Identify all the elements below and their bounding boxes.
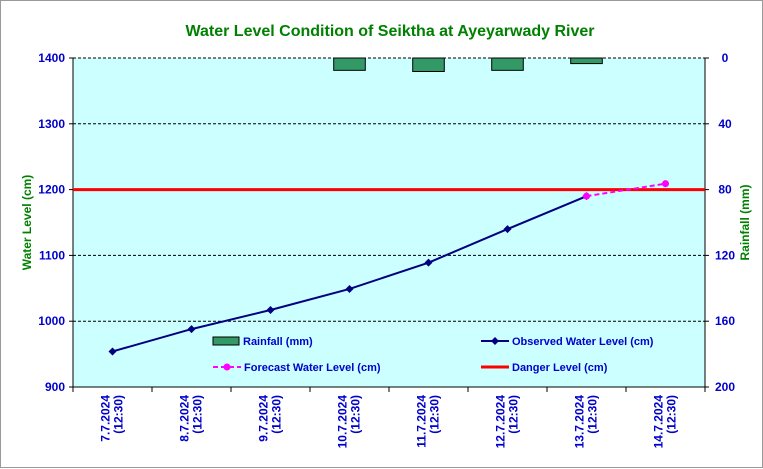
rainfall-bar — [570, 57, 603, 65]
y2-tick-label: 120 — [715, 248, 735, 262]
y2-tick-label: 80 — [718, 183, 732, 197]
legend: Rainfall (mm) Observed Water Level (cm) Fo… — [212, 336, 654, 374]
y2-axis-title-text: Rainfall (mm) — [738, 184, 752, 260]
x-tick-time: (12:30) — [586, 395, 600, 434]
x-tick-date: 9.7.2024 — [257, 395, 271, 442]
rainfall-bar — [491, 57, 524, 71]
x-tick-date: 12.7.2024 — [494, 395, 508, 449]
x-tick-date: 7.7.2024 — [99, 395, 113, 442]
y2-tick-label: 200 — [715, 380, 735, 394]
legend-marker-observed — [491, 337, 499, 345]
y2-axis-title: Rainfall (mm) — [738, 184, 752, 260]
x-tick-label: 11.7.2024 (12:30) — [415, 395, 442, 448]
observed-point — [108, 347, 117, 356]
legend-swatch-rainfall — [212, 336, 240, 346]
observed-point — [424, 258, 433, 267]
x-tick-time: (12:30) — [191, 395, 205, 434]
forecast-water-level-line — [586, 182, 666, 198]
x-tick-label: 10.7.2024 (12:30) — [336, 395, 363, 449]
x-tick-label: 12.7.2024 (12:30) — [494, 395, 521, 449]
y-axis-title-text: Water Level (cm) — [20, 175, 34, 271]
y2-tick-label: 160 — [715, 314, 735, 328]
forecast-point — [583, 192, 590, 200]
x-tick-label: 14.7.2024 (12:30) — [652, 395, 679, 449]
y-tick-label: 1200 — [38, 183, 65, 197]
y2-tick-label: 40 — [718, 117, 732, 131]
observed-point — [187, 325, 196, 334]
observed-point — [266, 306, 275, 315]
legend-label-danger: Danger Level (cm) — [512, 362, 608, 374]
forecast-point — [662, 180, 669, 188]
observed-point — [503, 225, 512, 234]
x-tick-date: 14.7.2024 — [652, 395, 666, 449]
x-tick-label: 8.7.2024 (12:30) — [178, 395, 205, 442]
x-tick-date: 10.7.2024 — [336, 395, 350, 449]
x-tick-time: (12:30) — [665, 395, 679, 434]
x-tick-date: 8.7.2024 — [178, 395, 192, 442]
legend-label-forecast: Forecast Water Level (cm) — [244, 362, 381, 374]
y-tick-label: 1400 — [38, 51, 65, 65]
y2-tick-label: 0 — [722, 51, 729, 65]
x-tick-label: 13.7.2024 (12:30) — [573, 395, 600, 449]
x-tick-label: 7.7.2024 (12:30) — [99, 395, 126, 442]
rainfall-bar — [412, 57, 445, 72]
x-tick-time: (12:30) — [507, 395, 521, 434]
legend-marker-forecast — [223, 363, 231, 371]
x-tick-time: (12:30) — [428, 395, 442, 434]
chart-title: Water Level Condition of Seiktha at Ayey… — [186, 23, 595, 40]
y-tick-label: 900 — [45, 380, 65, 394]
legend-label-rainfall: Rainfall (mm) — [243, 336, 313, 348]
y-axis-title: Water Level (cm) — [20, 175, 34, 271]
x-tick-date: 11.7.2024 — [415, 395, 429, 448]
x-tick-time: (12:30) — [270, 395, 284, 434]
y-tick-label: 1000 — [38, 314, 65, 328]
y-tick-label: 1300 — [38, 117, 65, 131]
x-tick-time: (12:30) — [112, 395, 126, 434]
rainfall-bar — [333, 57, 366, 71]
legend-label-observed: Observed Water Level (cm) — [512, 336, 654, 348]
x-tick-time: (12:30) — [349, 395, 363, 434]
x-tick-label: 9.7.2024 (12:30) — [257, 395, 284, 442]
y-tick-label: 1100 — [39, 248, 65, 262]
observed-point — [345, 284, 354, 293]
x-tick-date: 13.7.2024 — [573, 395, 587, 449]
